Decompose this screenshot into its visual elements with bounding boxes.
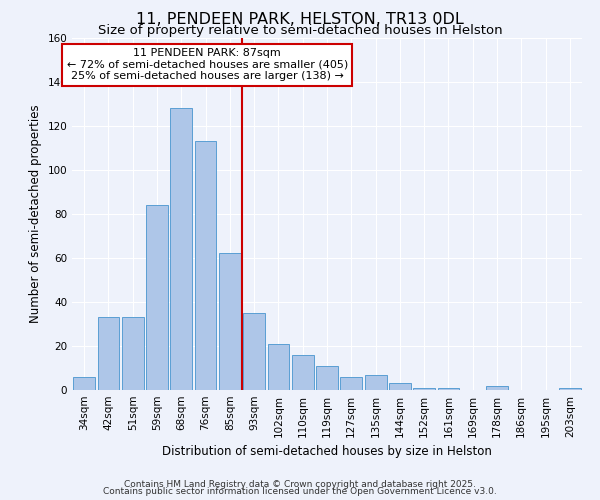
Bar bbox=[97, 318, 119, 390]
Y-axis label: Number of semi-detached properties: Number of semi-detached properties bbox=[29, 104, 42, 323]
Text: Contains public sector information licensed under the Open Government Licence v3: Contains public sector information licen… bbox=[103, 487, 497, 496]
X-axis label: Distribution of semi-detached houses by size in Helston: Distribution of semi-detached houses by … bbox=[162, 446, 492, 458]
Bar bbox=[365, 374, 386, 390]
Bar bbox=[219, 254, 241, 390]
Bar bbox=[292, 355, 314, 390]
Bar bbox=[437, 388, 460, 390]
Bar bbox=[73, 377, 95, 390]
Bar bbox=[243, 313, 265, 390]
Bar bbox=[170, 108, 192, 390]
Bar bbox=[486, 386, 508, 390]
Text: Size of property relative to semi-detached houses in Helston: Size of property relative to semi-detach… bbox=[98, 24, 502, 37]
Bar bbox=[413, 388, 435, 390]
Bar bbox=[316, 366, 338, 390]
Bar bbox=[194, 141, 217, 390]
Text: 11, PENDEEN PARK, HELSTON, TR13 0DL: 11, PENDEEN PARK, HELSTON, TR13 0DL bbox=[136, 12, 464, 28]
Bar bbox=[389, 384, 411, 390]
Bar bbox=[340, 377, 362, 390]
Bar bbox=[268, 344, 289, 390]
Bar bbox=[122, 318, 143, 390]
Bar bbox=[146, 205, 168, 390]
Bar bbox=[559, 388, 581, 390]
Text: Contains HM Land Registry data © Crown copyright and database right 2025.: Contains HM Land Registry data © Crown c… bbox=[124, 480, 476, 489]
Text: 11 PENDEEN PARK: 87sqm
← 72% of semi-detached houses are smaller (405)
25% of se: 11 PENDEEN PARK: 87sqm ← 72% of semi-det… bbox=[67, 48, 348, 82]
